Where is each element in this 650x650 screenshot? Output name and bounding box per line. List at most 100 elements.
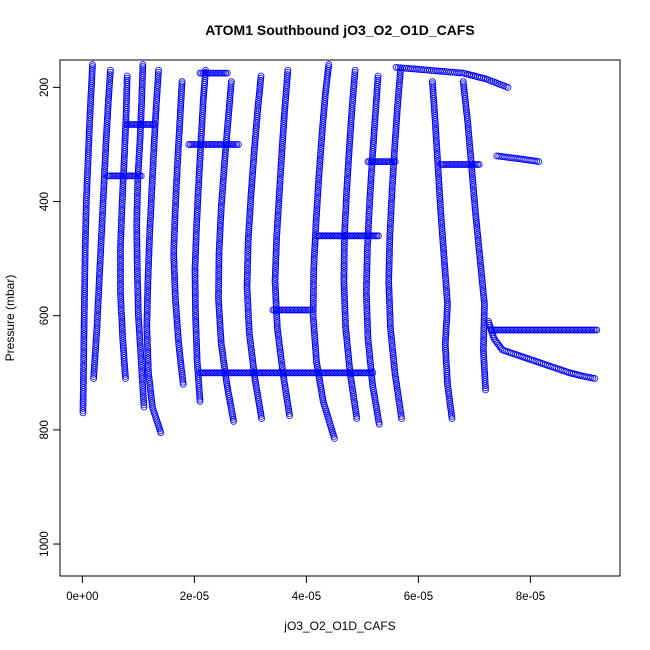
data-point bbox=[154, 73, 162, 81]
data-point bbox=[117, 267, 124, 275]
data-point bbox=[433, 144, 441, 152]
data-point bbox=[436, 189, 444, 197]
data-point bbox=[134, 188, 141, 196]
data-point bbox=[472, 213, 480, 221]
data-point bbox=[309, 292, 317, 300]
data-point bbox=[365, 232, 373, 240]
data-point bbox=[147, 201, 155, 209]
data-point bbox=[255, 89, 263, 97]
data-point bbox=[387, 212, 395, 220]
data-point bbox=[252, 121, 260, 129]
data-point bbox=[96, 273, 103, 281]
data-point bbox=[275, 199, 283, 207]
y-tick-label: 800 bbox=[39, 420, 51, 439]
data-point bbox=[154, 77, 162, 85]
data-point bbox=[366, 200, 374, 208]
data-point bbox=[441, 268, 449, 276]
data-point bbox=[175, 338, 183, 346]
data-point bbox=[82, 237, 89, 245]
data-point bbox=[148, 180, 156, 188]
data-point bbox=[90, 364, 98, 372]
data-point bbox=[366, 189, 374, 197]
data-point bbox=[310, 327, 318, 335]
data-point bbox=[363, 306, 371, 314]
data-point bbox=[351, 66, 359, 74]
data-point bbox=[246, 205, 254, 213]
data-point bbox=[86, 105, 94, 113]
data-point bbox=[343, 332, 350, 340]
data-point bbox=[171, 282, 179, 289]
data-point bbox=[385, 282, 393, 290]
data-point bbox=[481, 300, 488, 308]
data-point bbox=[387, 330, 395, 338]
data-point bbox=[394, 103, 401, 110]
data-point bbox=[277, 349, 284, 357]
data-point bbox=[448, 415, 456, 422]
data-point bbox=[385, 271, 393, 279]
data-point bbox=[442, 274, 450, 282]
data-point bbox=[315, 177, 323, 185]
data-point bbox=[146, 386, 154, 394]
data-point bbox=[475, 242, 483, 250]
data-point bbox=[192, 334, 200, 341]
data-point bbox=[80, 371, 87, 379]
data-point bbox=[480, 311, 488, 319]
data-point bbox=[186, 141, 194, 148]
data-point bbox=[144, 349, 152, 357]
data-point bbox=[435, 174, 443, 182]
data-point bbox=[90, 372, 98, 380]
data-point bbox=[144, 367, 152, 375]
data-point bbox=[367, 178, 375, 186]
data-point bbox=[117, 289, 124, 297]
data-point bbox=[311, 340, 319, 348]
data-point bbox=[347, 124, 355, 132]
series-8 bbox=[243, 72, 266, 422]
data-point bbox=[117, 224, 125, 232]
data-point bbox=[137, 347, 144, 354]
data-point bbox=[443, 298, 451, 306]
data-point bbox=[144, 267, 152, 275]
series-15 bbox=[459, 78, 490, 394]
data-point bbox=[310, 251, 318, 259]
data-point bbox=[363, 263, 371, 271]
data-point bbox=[306, 306, 314, 314]
data-point bbox=[94, 308, 102, 316]
data-point bbox=[277, 160, 285, 168]
data-point bbox=[480, 316, 488, 323]
series-16 bbox=[484, 317, 599, 382]
data-point bbox=[468, 170, 476, 178]
data-point bbox=[386, 241, 394, 248]
data-point bbox=[285, 306, 293, 314]
data-point bbox=[217, 219, 224, 226]
data-point bbox=[140, 399, 148, 407]
data-point bbox=[442, 336, 449, 344]
data-point bbox=[138, 375, 146, 383]
data-point bbox=[476, 259, 484, 267]
data-point bbox=[389, 347, 397, 355]
data-point bbox=[385, 260, 393, 268]
data-point bbox=[248, 351, 256, 359]
data-point bbox=[343, 182, 351, 190]
data-point bbox=[365, 206, 373, 214]
data-point bbox=[93, 319, 101, 327]
data-point bbox=[215, 260, 223, 268]
data-point bbox=[90, 370, 98, 378]
data-point bbox=[93, 327, 101, 335]
data-point bbox=[178, 78, 186, 86]
data-point bbox=[138, 93, 146, 101]
data-point bbox=[193, 210, 201, 217]
data-point bbox=[171, 271, 178, 279]
data-point bbox=[148, 182, 156, 190]
level-run-4 bbox=[437, 161, 483, 168]
data-point bbox=[134, 312, 142, 320]
data-point bbox=[154, 75, 162, 83]
data-point bbox=[343, 180, 351, 188]
data-point bbox=[135, 314, 142, 322]
data-point bbox=[310, 260, 318, 267]
data-point bbox=[386, 245, 393, 253]
data-point bbox=[134, 179, 142, 187]
data-point bbox=[172, 299, 180, 307]
data-point bbox=[219, 351, 227, 359]
data-point bbox=[94, 297, 102, 305]
data-point bbox=[80, 351, 88, 359]
